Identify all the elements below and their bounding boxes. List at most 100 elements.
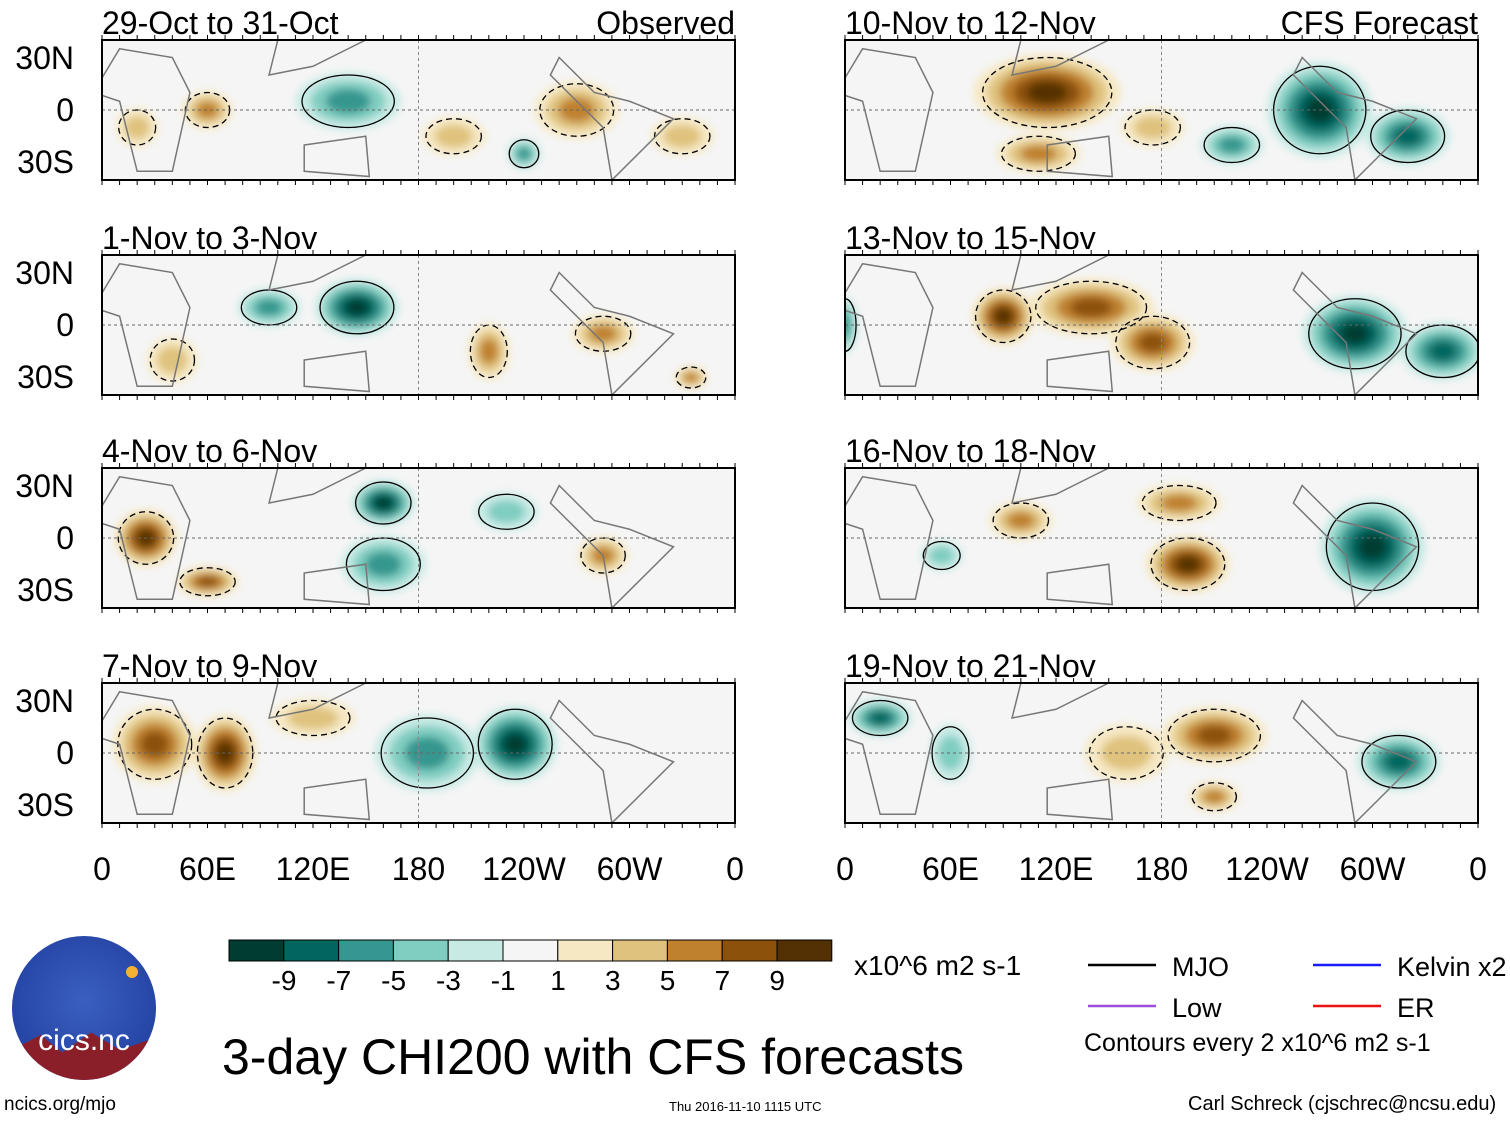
mjo-contour xyxy=(380,717,475,789)
lon-tick-label: 120W xyxy=(1225,851,1309,887)
colorbar-tick-label: 1 xyxy=(550,965,566,996)
anomaly-shading xyxy=(683,372,699,383)
coastline xyxy=(1292,699,1418,823)
coastline xyxy=(845,47,934,172)
anomaly-shading xyxy=(196,576,219,587)
anomaly-shading xyxy=(374,496,392,510)
colorbar-swatch xyxy=(776,939,833,962)
panel-title: 4-Nov to 6-Nov xyxy=(102,433,317,469)
panel-tag: CFS Forecast xyxy=(1281,5,1478,41)
coastline xyxy=(102,262,191,387)
coastline xyxy=(549,484,675,608)
colorbar-tick-label: -5 xyxy=(381,965,406,996)
colorbar-tick-label: -1 xyxy=(491,965,516,996)
mjo-contour xyxy=(1361,734,1437,789)
panel-title: 10-Nov to 12-Nov xyxy=(845,5,1096,41)
colorbar-swatch xyxy=(228,939,285,962)
anomaly-shading xyxy=(1196,725,1232,746)
anomaly-shading xyxy=(663,124,702,148)
anomaly-shading xyxy=(1160,494,1198,512)
colorbar-tick-label: -3 xyxy=(436,965,461,996)
anomaly-shading xyxy=(589,325,617,342)
colorbar-swatch xyxy=(447,939,504,962)
timestamp: Thu 2016-11-10 1115 UTC xyxy=(669,1099,822,1114)
colorbar-swatch xyxy=(721,939,778,962)
mjo-contour xyxy=(319,280,395,335)
site-link[interactable]: ncics.org/mjo xyxy=(4,1094,116,1115)
anomaly-shading xyxy=(1027,82,1068,103)
logo-text: cics.nc xyxy=(38,1024,130,1057)
coastline xyxy=(303,563,371,606)
lat-tick-label: 0 xyxy=(56,520,74,556)
map-panel xyxy=(845,40,1478,180)
anomaly-shading xyxy=(1138,332,1167,353)
map-panel xyxy=(102,683,735,823)
anomaly-shading xyxy=(1101,735,1152,771)
coastline xyxy=(1292,484,1418,608)
panel-tag: Observed xyxy=(596,5,735,41)
lon-tick-label: 180 xyxy=(1135,851,1188,887)
anomaly-shading xyxy=(140,731,169,758)
lat-tick-label: 30S xyxy=(17,572,74,608)
anomaly-shading xyxy=(1133,115,1172,140)
anomaly-shading xyxy=(479,338,498,364)
mjo-contour xyxy=(1191,782,1238,812)
mjo-contour xyxy=(118,109,157,146)
colorbar-tick-label: 5 xyxy=(660,965,676,996)
mjo-contour xyxy=(1167,708,1262,763)
mjo-contour xyxy=(922,540,961,571)
mjo-contour xyxy=(1141,484,1217,522)
anomaly-shading xyxy=(325,88,371,114)
coastline xyxy=(1011,683,1110,719)
anomaly-shading xyxy=(255,299,283,316)
map-panel xyxy=(102,40,735,180)
lat-tick-label: 30N xyxy=(15,40,74,76)
coastline xyxy=(1046,563,1114,606)
coastline xyxy=(549,699,675,823)
map-panel xyxy=(102,255,735,395)
mjo-contour xyxy=(981,56,1113,129)
panel-title: 29-Oct to 31-Oct xyxy=(102,5,339,41)
lon-tick-label: 60W xyxy=(597,851,664,887)
mjo-contour xyxy=(653,118,711,155)
mjo-contour xyxy=(1000,135,1076,172)
colorbar-tick-label: -7 xyxy=(326,965,351,996)
anomaly-shading xyxy=(365,551,402,577)
anomaly-layer xyxy=(112,698,558,792)
anomaly-shading xyxy=(124,115,150,140)
mjo-contour xyxy=(1035,280,1148,335)
colorbar-swatch xyxy=(557,939,614,962)
mjo-contour xyxy=(974,289,1032,344)
lat-tick-label: 30N xyxy=(15,468,74,504)
mjo-contour xyxy=(1124,109,1182,146)
panel-title: 1-Nov to 3-Nov xyxy=(102,220,317,256)
map-panel xyxy=(845,468,1478,608)
colorbar-swatch xyxy=(666,939,723,962)
anomaly-layer xyxy=(147,278,708,390)
anomaly-shading xyxy=(1203,790,1226,804)
mjo-contour xyxy=(354,481,412,525)
legend-label: MJO xyxy=(1172,952,1229,982)
coastline xyxy=(845,690,934,815)
mjo-contour xyxy=(1203,126,1261,164)
anomaly-shading xyxy=(1070,297,1113,318)
panel-title: 16-Nov to 18-Nov xyxy=(845,433,1096,469)
coastline xyxy=(1011,255,1110,291)
mjo-contour xyxy=(1405,324,1478,379)
mjo-contour xyxy=(425,118,483,155)
coastline xyxy=(303,135,371,178)
lat-tick-label: 0 xyxy=(56,307,74,343)
legend-label: ER xyxy=(1397,993,1435,1023)
coastline xyxy=(1046,350,1114,393)
anomaly-shading xyxy=(994,308,1012,325)
coastline xyxy=(1292,271,1418,395)
panel-title: 13-Nov to 15-Nov xyxy=(845,220,1096,256)
anomaly-shading xyxy=(1176,556,1200,573)
coastline xyxy=(102,690,191,815)
author-credit: Carl Schreck (cjschrec@ncsu.edu) xyxy=(1188,1093,1497,1115)
figure-title: 3-day CHI200 with CFS forecasts xyxy=(222,1029,964,1085)
lon-tick-label: 60W xyxy=(1340,851,1407,887)
mjo-contour xyxy=(675,366,707,389)
legend-label: Kelvin x2 xyxy=(1397,952,1507,982)
coastline xyxy=(303,350,371,393)
